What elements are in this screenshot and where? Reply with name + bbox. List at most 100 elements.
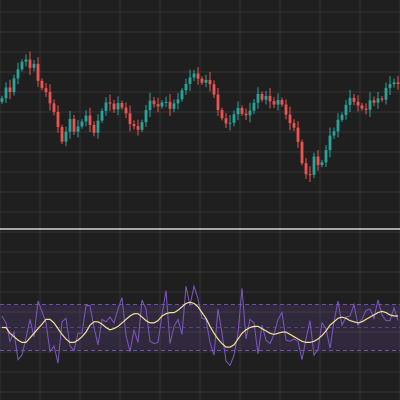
candle-body-up [4,87,8,99]
candle-body-down [48,92,52,104]
candle-body-down [112,103,116,110]
candle-body-up [192,73,196,78]
candle-body-up [188,77,192,84]
candle-body-up [116,103,120,110]
candle-body-down [220,110,224,119]
candle-body-up [76,126,80,132]
candle-body-up [32,63,36,68]
signal-line [2,301,398,348]
candle-body-down [200,78,204,83]
candle-body-down [212,84,216,95]
candle-body-up [104,102,108,111]
candle-body-up [312,156,316,175]
candle-body-up [228,122,232,124]
candle-body-up [252,102,256,111]
candle-body-down [152,100,156,105]
candle-body-down [40,80,44,89]
price-pane [0,51,400,182]
oscillator-pane [0,284,400,367]
candle-body-up [20,61,24,70]
candle-body-down [88,115,92,125]
candle-body-down [196,73,200,79]
candle-body-up [340,114,344,120]
candle-body-up [68,118,72,132]
candle-body-up [84,115,88,122]
candle-body-up [140,122,144,130]
candle-body-down [292,123,296,128]
candle-body-down [168,101,172,109]
candle-body-up [324,150,328,163]
candle-body-up [160,102,164,107]
candle-body-down [28,59,32,68]
candle-body-down [56,111,60,128]
candle-body-up [180,90,184,100]
candle-body-down [120,103,124,108]
candle-body-down [360,105,364,109]
candle-body-up [388,84,392,88]
candle-body-up [0,98,4,102]
candle-body-down [356,101,360,106]
candle-body-up [80,121,84,127]
candle-body-up [144,110,148,123]
candle-body-down [296,127,300,142]
candle-body-down [272,101,276,105]
candle-body-up [12,78,16,93]
candle-body-down [352,97,356,102]
candle-body-down [396,82,400,84]
candle-body-down [108,102,112,104]
candle-body-up [256,93,260,103]
candle-body-up [172,103,176,109]
candle-body-up [348,97,352,105]
candle-body-down [240,107,244,114]
candle-body-down [308,174,312,176]
candle-body-up [248,110,252,116]
candle-body-down [364,108,368,110]
candle-body-down [316,156,320,166]
candle-body-up [384,87,388,100]
candle-body-down [224,118,228,124]
candle-body-down [72,118,76,132]
candle-body-down [260,93,264,100]
candle-body-down [8,87,12,93]
candle-body-down [284,104,288,115]
candle-body-down [216,94,220,111]
candle-body-up [16,69,20,79]
candle-body-up [336,119,340,132]
candle-body-down [136,126,140,130]
candle-body-up [232,114,236,123]
candle-body-down [60,127,64,142]
candle-body-up [184,83,188,91]
candle-body-up [344,104,348,115]
candle-body-up [236,107,240,115]
candle-body-up [100,110,104,121]
candle-body-down [268,96,272,102]
candle-body-down [208,79,212,85]
candle-body-up [264,96,268,100]
candle-body-down [92,124,96,133]
candle-body-down [380,98,384,100]
candle-body-up [164,101,168,103]
candle-body-down [300,141,304,164]
candle-body-up [24,59,28,62]
candle-body-down [304,163,308,175]
oscillator-line [1,284,399,367]
candle-body-up [64,131,68,142]
candle-body-up [96,120,100,133]
candle-body-down [52,103,56,112]
candle-body-down [132,124,136,127]
candle-body-down [244,113,248,116]
candle-body-down [288,114,292,124]
candle-body-up [332,131,336,136]
candle-body-down [124,107,128,114]
candle-body-up [176,99,180,104]
candle-body-up [148,100,152,111]
candle-body-up [320,162,324,166]
candle-body-up [328,135,332,151]
candle-body-up [368,100,372,110]
candle-body-up [204,79,208,83]
candle-body-down [128,113,132,125]
candle-body-down [36,63,40,81]
